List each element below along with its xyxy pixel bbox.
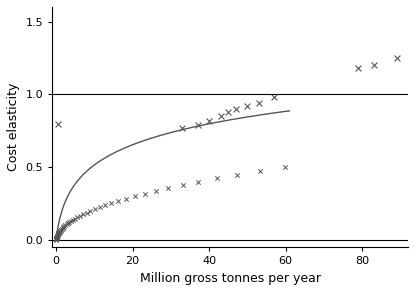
- Point: [115, 199, 122, 204]
- Point: [102, 203, 108, 208]
- Point: [54, 235, 60, 239]
- Point: [83, 210, 90, 215]
- Point: [77, 213, 83, 218]
- Point: [64, 221, 71, 226]
- Point: [54, 234, 60, 239]
- Y-axis label: Cost elasticity: Cost elasticity: [7, 83, 20, 171]
- Point: [54, 233, 61, 237]
- Point: [53, 237, 60, 241]
- Point: [355, 66, 361, 70]
- Point: [55, 232, 61, 237]
- Point: [165, 186, 172, 190]
- Point: [53, 236, 60, 241]
- Point: [54, 235, 60, 240]
- Point: [96, 205, 103, 210]
- Point: [55, 231, 62, 236]
- Point: [62, 223, 68, 228]
- Point: [56, 231, 62, 235]
- Point: [152, 189, 159, 193]
- Point: [132, 194, 138, 199]
- Point: [206, 118, 212, 123]
- Point: [244, 104, 251, 108]
- Point: [271, 95, 278, 100]
- Point: [58, 227, 64, 232]
- Point: [54, 233, 61, 238]
- Point: [213, 176, 220, 180]
- Point: [56, 230, 63, 234]
- Point: [142, 191, 148, 196]
- Point: [80, 212, 86, 217]
- Point: [60, 225, 67, 230]
- Point: [179, 126, 186, 130]
- Point: [57, 229, 63, 233]
- Point: [393, 56, 400, 60]
- Point: [72, 216, 78, 221]
- Point: [53, 237, 59, 242]
- Point: [232, 107, 239, 111]
- Point: [53, 236, 60, 241]
- Point: [91, 207, 98, 212]
- Point: [53, 235, 60, 240]
- Point: [74, 215, 81, 220]
- Point: [55, 121, 61, 126]
- Point: [370, 63, 377, 67]
- Point: [54, 234, 61, 239]
- Point: [53, 237, 59, 242]
- Point: [53, 237, 60, 241]
- Point: [194, 123, 201, 127]
- Point: [225, 110, 232, 114]
- Point: [282, 164, 289, 169]
- Point: [68, 219, 74, 223]
- Point: [122, 197, 129, 201]
- Point: [256, 101, 262, 105]
- Point: [56, 230, 63, 235]
- Point: [256, 168, 263, 173]
- Point: [61, 224, 68, 229]
- Point: [217, 114, 224, 119]
- Point: [87, 209, 94, 213]
- Point: [70, 218, 76, 222]
- Point: [179, 182, 186, 187]
- X-axis label: Million gross tonnes per year: Million gross tonnes per year: [139, 272, 321, 285]
- Point: [59, 226, 66, 230]
- Point: [195, 179, 202, 184]
- Point: [108, 201, 115, 206]
- Point: [234, 172, 240, 177]
- Point: [66, 220, 73, 225]
- Point: [55, 232, 61, 237]
- Point: [59, 227, 65, 231]
- Point: [63, 222, 70, 227]
- Point: [57, 228, 64, 233]
